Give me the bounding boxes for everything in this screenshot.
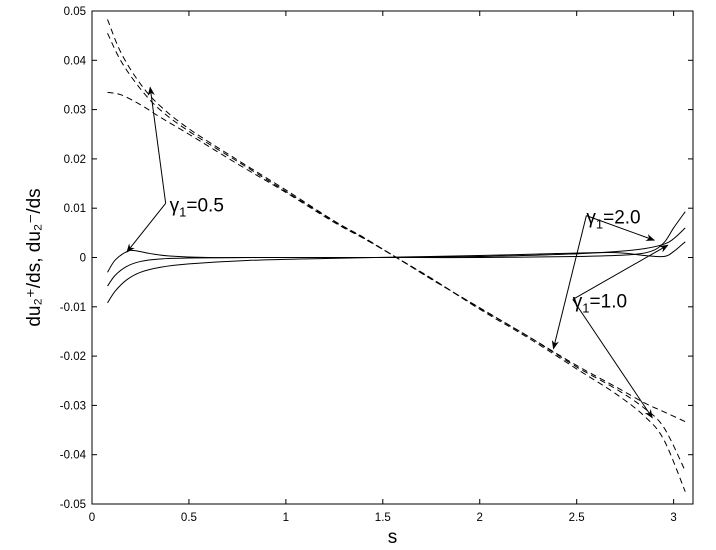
y-tick-label: 0.02 xyxy=(64,154,86,166)
y-tick-label: -0.03 xyxy=(60,400,86,412)
solid-curve-6 xyxy=(107,241,686,304)
dashed-curve-1 xyxy=(107,19,686,492)
y-tick-label: 0 xyxy=(80,253,86,265)
x-tick-label: 2.5 xyxy=(569,512,585,524)
y-tick-label: -0.04 xyxy=(60,450,87,462)
dashed-curve-3 xyxy=(107,91,686,423)
y-tick-label: -0.01 xyxy=(60,302,86,314)
y-tick-label: 0.04 xyxy=(64,55,87,67)
gamma-annotation-label: γ1=0.5 xyxy=(170,195,224,219)
annotation-arrow xyxy=(147,86,167,204)
y-tick-label: 0.03 xyxy=(64,105,86,117)
x-tick-label: 0.5 xyxy=(181,512,197,524)
x-axis-title: s xyxy=(388,527,398,548)
y-tick-label: -0.02 xyxy=(60,351,86,363)
x-tick-label: 2 xyxy=(477,512,483,524)
dashed-curve-2 xyxy=(107,32,686,472)
axes-layer: 0 0.5 1 1.5 2 2.5 3 -0.05 -0.04 -0.03 -0.02 -0.01 0 0… xyxy=(60,6,694,524)
annotation-arrow xyxy=(572,299,653,419)
x-tick-label: 1.5 xyxy=(375,512,391,524)
gamma-annotation-label: γ1=1.0 xyxy=(573,291,627,315)
annotation-arrow xyxy=(572,244,669,300)
gamma-annotation-label: γ1=2.0 xyxy=(586,208,640,232)
annotation-arrow xyxy=(551,215,587,350)
y-tick-label: 0.05 xyxy=(64,6,86,18)
x-tick-label: 3 xyxy=(670,512,676,524)
annotation-arrow xyxy=(126,202,167,253)
y-tick-label: 0.01 xyxy=(64,203,86,215)
x-tick-label: 1 xyxy=(283,512,289,524)
annotation-arrow xyxy=(586,215,656,241)
x-tick-label: 0 xyxy=(89,512,95,524)
y-axis-title: du₂⁺/ds, du₂⁻/ds xyxy=(24,188,45,326)
annotations-layer: γ1=0.5 γ1=2.0 γ1=1.0 xyxy=(126,86,669,419)
y-tick-label: -0.05 xyxy=(60,499,86,511)
plot-curves xyxy=(107,19,686,492)
